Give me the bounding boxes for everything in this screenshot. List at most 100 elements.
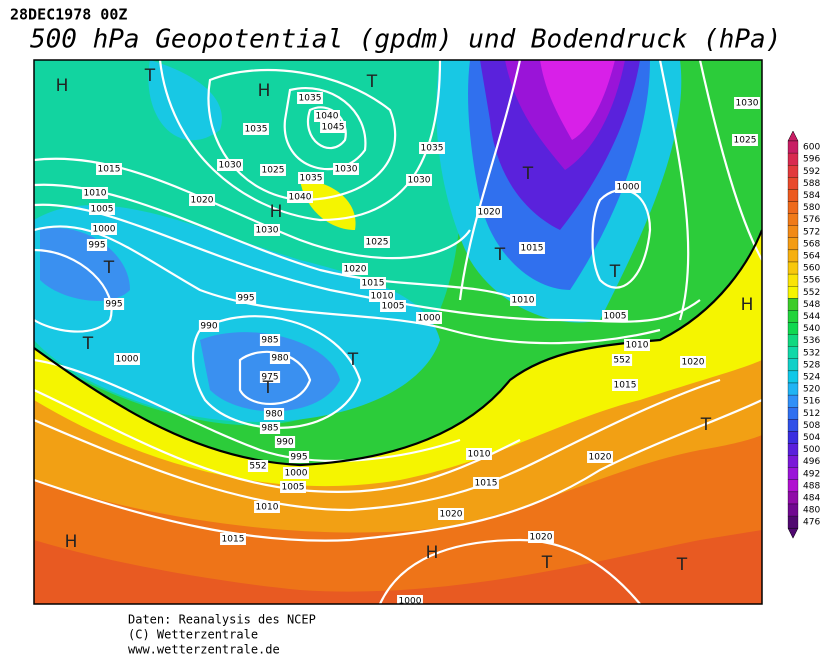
colorbar-box xyxy=(787,358,799,372)
isobar-label-box xyxy=(734,97,760,109)
isobar-label-box xyxy=(263,408,285,420)
isobar-label: 1020 xyxy=(530,533,553,543)
pressure-center: T xyxy=(82,334,94,354)
isobar-label: 1000 xyxy=(116,355,139,365)
isobar-label-box xyxy=(612,379,638,391)
isobar-label-box xyxy=(114,353,140,365)
colorbar-box xyxy=(787,140,799,154)
isobar-label: 1000 xyxy=(285,469,308,479)
pressure-center: T xyxy=(262,378,274,398)
isobar-label: 1005 xyxy=(282,483,305,493)
isobar-label-box xyxy=(360,277,386,289)
pressure-center: H xyxy=(56,76,69,96)
pressure-center: H xyxy=(741,295,754,315)
colorbar-label: 552 xyxy=(803,288,820,298)
isobar-label-box xyxy=(519,242,545,254)
isobar-label-box xyxy=(86,239,108,251)
colorbar-label: 496 xyxy=(803,457,820,467)
isobar-label-box xyxy=(89,203,115,215)
pressure-center: T xyxy=(103,258,115,278)
isobar-label-box xyxy=(416,312,442,324)
colorbar-box xyxy=(787,443,799,456)
colorbar-box xyxy=(787,491,799,505)
isobar-label: 995 xyxy=(105,300,122,310)
isobars xyxy=(34,60,762,604)
pressure-center: T xyxy=(676,555,688,575)
isobar-label: 990 xyxy=(276,438,293,448)
isobar-label-box xyxy=(364,236,390,248)
footer-line: www.wetterzentrale.de xyxy=(128,643,280,656)
isobar-label-box xyxy=(103,298,125,310)
colorbar-box xyxy=(787,370,799,384)
isobar-label: 1035 xyxy=(300,174,323,184)
colorbar-label: 536 xyxy=(803,336,820,346)
isobar-label: 552 xyxy=(613,356,630,366)
colorbar-box xyxy=(787,201,799,214)
isobar-label: 1015 xyxy=(475,479,498,489)
isobar-label-box xyxy=(280,481,306,493)
isobar-label: 1035 xyxy=(245,125,268,135)
isobar-label-box xyxy=(247,460,269,472)
colorbar-box xyxy=(787,213,799,226)
map-field xyxy=(34,60,762,604)
colorbar-label: 580 xyxy=(803,203,820,213)
colorbar-label: 532 xyxy=(803,348,820,358)
colorbar-box xyxy=(787,407,799,420)
isobar-label: 985 xyxy=(261,336,278,346)
isobar-label-box xyxy=(217,159,243,171)
isobar-label: 1030 xyxy=(219,161,242,171)
isobar-label: 1040 xyxy=(316,112,339,122)
isobar-label: 1000 xyxy=(617,183,640,193)
isobar-label: 1025 xyxy=(262,166,285,176)
isobar-label: 1030 xyxy=(256,226,279,236)
colorbar-box xyxy=(787,177,799,190)
colorbar-box xyxy=(787,286,799,299)
colorbar-box xyxy=(787,334,799,347)
isobar-label: 1030 xyxy=(408,176,431,186)
colorbar-label: 508 xyxy=(803,421,820,431)
isobar-label-box xyxy=(259,422,281,434)
isobar-label: 1020 xyxy=(344,265,367,275)
colorbar-box xyxy=(787,152,799,166)
contour-552 xyxy=(34,229,762,467)
isobar-label: 1010 xyxy=(512,296,535,306)
isobar-label: 1005 xyxy=(91,205,114,215)
colorbar: 600 596 592 588 584 580 576 572 568 564 560 556 552 5… xyxy=(787,130,820,539)
isobar-label: 1005 xyxy=(604,312,627,322)
isobar-label-box xyxy=(297,92,323,104)
isobar-label: 995 xyxy=(237,294,254,304)
colorbar-label: 500 xyxy=(803,445,820,455)
isobar-label-box xyxy=(314,110,340,122)
pressure-center: T xyxy=(494,245,506,265)
colorbar-label: 476 xyxy=(803,518,820,528)
colorbar-label: 492 xyxy=(803,469,820,479)
pressure-center: T xyxy=(144,66,156,86)
isobar-label-box xyxy=(288,451,310,463)
isobar-label: 1010 xyxy=(84,189,107,199)
colorbar-label: 576 xyxy=(803,215,820,225)
colorbar-box xyxy=(787,261,799,275)
colorbar-box xyxy=(787,298,799,311)
colorbar-box xyxy=(787,382,799,396)
isobar-label-box xyxy=(254,224,280,236)
isobar-label-box xyxy=(528,531,554,543)
colorbar-label: 560 xyxy=(803,264,820,274)
isobar-label-box xyxy=(254,501,280,513)
colorbar-label: 600 xyxy=(803,143,820,153)
footer-line: (C) Wetterzentrale xyxy=(128,628,258,642)
isobar-label: 1020 xyxy=(440,510,463,520)
isobar-label-box xyxy=(320,121,346,133)
colorbar-label: 520 xyxy=(803,385,820,395)
footer-line: Daten: Reanalysis des NCEP xyxy=(128,613,316,627)
colorbar-box xyxy=(787,322,799,335)
isobar-label: 1025 xyxy=(366,238,389,248)
colorbar-label: 524 xyxy=(803,372,820,382)
pressure-center: T xyxy=(366,72,378,92)
colorbar-label: 568 xyxy=(803,239,820,249)
isobar-label: 995 xyxy=(88,241,105,251)
isobar-label-box xyxy=(259,334,281,346)
isobar-label-box xyxy=(438,508,464,520)
isobar-label-box xyxy=(274,436,296,448)
